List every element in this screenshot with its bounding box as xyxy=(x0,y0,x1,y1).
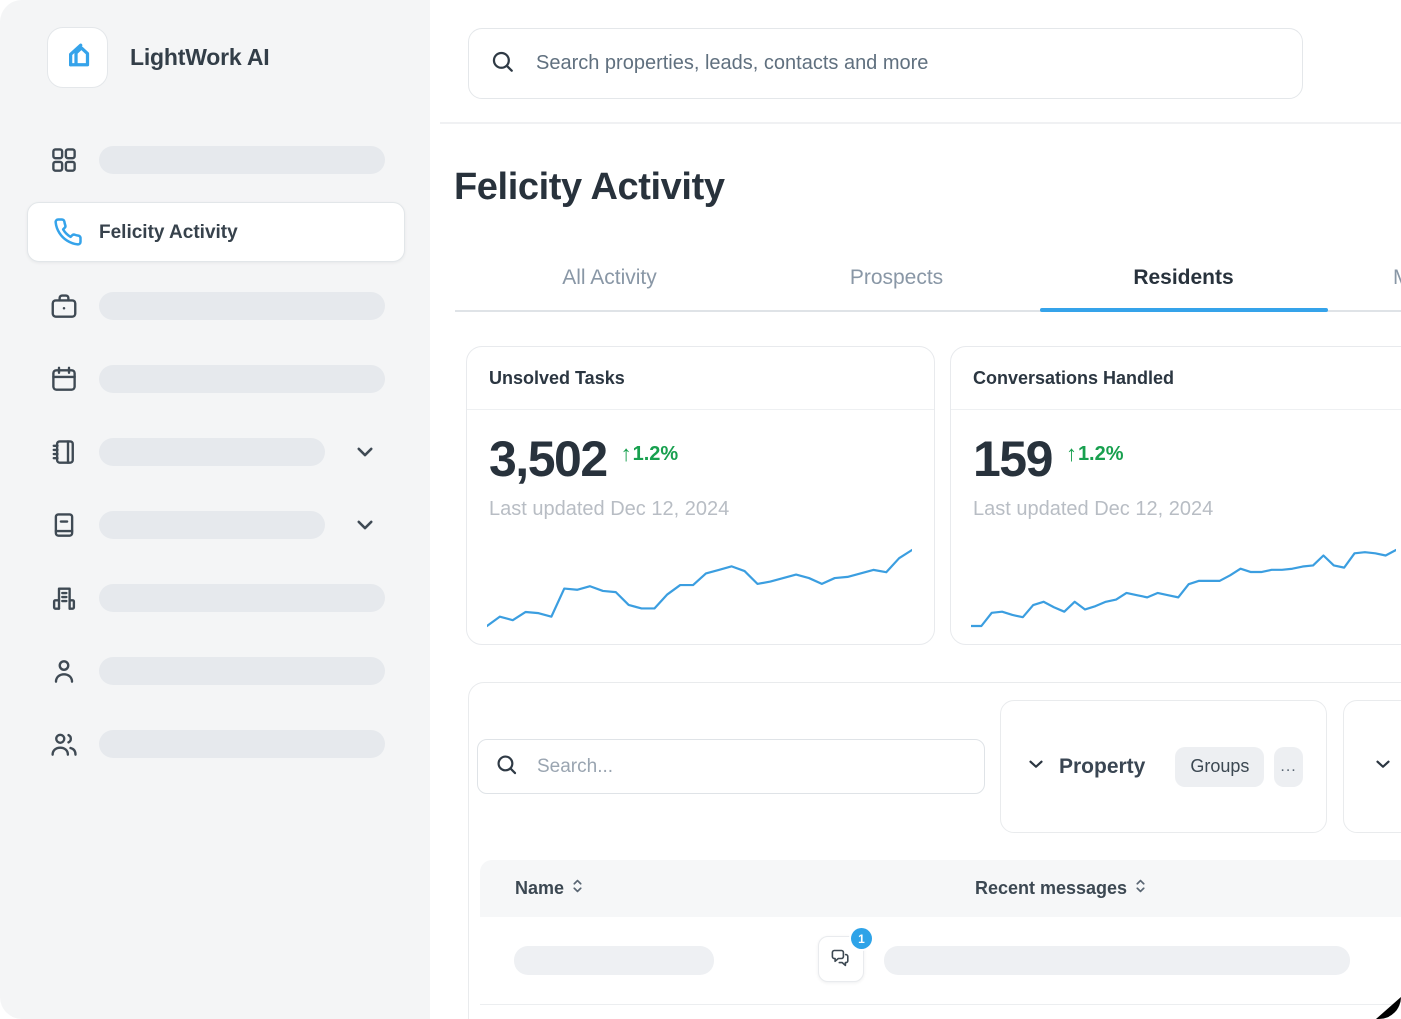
sidebar-item-label: Felicity Activity xyxy=(99,222,238,243)
skeleton-label xyxy=(99,292,385,320)
user-icon xyxy=(49,656,79,686)
property-filter-label: Property xyxy=(1059,754,1146,778)
stat-delta-value: 1.2% xyxy=(632,443,679,465)
active-tab-indicator xyxy=(1040,308,1328,312)
stat-card-conversations-handled: Conversations Handled 159 ↑ 1.2% Last up… xyxy=(950,346,1401,645)
sparkline-chart xyxy=(487,548,912,628)
global-search[interactable] xyxy=(468,28,1303,99)
sort-icon[interactable] xyxy=(1134,878,1147,899)
search-icon xyxy=(494,752,535,782)
stat-value: 159 xyxy=(973,431,1053,487)
home-icon xyxy=(61,38,95,77)
list-search[interactable] xyxy=(477,739,985,794)
up-arrow-icon: ↑ xyxy=(620,441,632,466)
grid-icon xyxy=(49,145,79,175)
building-icon xyxy=(49,583,79,613)
table-row[interactable]: 1 xyxy=(480,917,1401,1005)
skeleton-label xyxy=(99,584,385,612)
stat-card-title: Unsolved Tasks xyxy=(467,347,934,410)
more-options-button[interactable]: ... xyxy=(1274,746,1303,787)
stat-updated-text: Last updated Dec 12, 2024 xyxy=(489,498,730,520)
column-label: Name xyxy=(515,878,565,898)
global-search-input[interactable] xyxy=(534,51,1282,76)
stat-card-body: 3,502 ↑ 1.2% Last updated Dec 12, 2024 xyxy=(467,410,934,521)
sidebar-item-book[interactable] xyxy=(0,510,430,540)
sidebar-item-person[interactable] xyxy=(0,656,430,686)
chevron-down-icon[interactable] xyxy=(350,510,380,540)
column-header-name[interactable]: Name xyxy=(515,860,584,917)
tab-residents[interactable]: Residents xyxy=(1133,266,1234,289)
stat-card-body: 159 ↑ 1.2% Last updated Dec 12, 2024 xyxy=(951,410,1401,521)
stat-card-unsolved-tasks: Unsolved Tasks 3,502 ↑ 1.2% Last updated… xyxy=(466,346,935,645)
chevron-down-icon[interactable] xyxy=(1025,753,1047,780)
sort-icon[interactable] xyxy=(571,878,584,899)
list-search-input[interactable] xyxy=(535,754,968,779)
notebook-icon xyxy=(49,437,79,467)
table-header: Name Recent messages xyxy=(480,860,1401,917)
app-title: LightWork AI xyxy=(130,44,270,70)
sidebar-item-briefcase[interactable] xyxy=(0,291,430,321)
stat-delta-badge: ↑ 1.2% xyxy=(621,443,679,465)
skeleton-label xyxy=(99,657,385,685)
stat-delta-badge: ↑ 1.2% xyxy=(1066,443,1124,465)
sidebar: LightWork AI Felicity Activity xyxy=(0,0,430,1019)
sparkline-chart xyxy=(971,548,1396,628)
sidebar-item-building[interactable] xyxy=(0,583,430,613)
name-skeleton xyxy=(514,946,714,975)
page-title: Felicity Activity xyxy=(454,166,725,208)
property-filter[interactable]: Property Groups ... xyxy=(1000,700,1327,833)
tab-all-activity[interactable]: All Activity xyxy=(562,266,657,289)
column-label: Recent messages xyxy=(974,878,1128,898)
unread-count-badge: 1 xyxy=(851,928,872,949)
chevron-down-icon[interactable] xyxy=(1372,753,1394,780)
stat-value: 3,502 xyxy=(489,431,608,487)
chevron-down-icon[interactable] xyxy=(350,437,380,467)
tab-prospects[interactable]: Prospects xyxy=(849,266,944,289)
skeleton-label xyxy=(99,511,325,539)
sidebar-item-felicity-activity[interactable]: Felicity Activity xyxy=(27,202,405,262)
tabs-divider xyxy=(455,310,1401,312)
sidebar-item-calendar[interactable] xyxy=(0,364,430,394)
mouse-cursor xyxy=(1376,997,1401,1019)
groups-button[interactable]: Groups xyxy=(1175,746,1265,787)
app-logo[interactable] xyxy=(47,27,108,88)
header-divider xyxy=(440,122,1401,124)
skeleton-label xyxy=(99,365,385,393)
phone-icon xyxy=(53,217,83,247)
sidebar-item-dashboard[interactable] xyxy=(0,145,430,175)
sidebar-item-people[interactable] xyxy=(0,729,430,759)
briefcase-icon xyxy=(49,291,79,321)
stat-delta-value: 1.2% xyxy=(1077,443,1124,465)
tab-clipped[interactable]: M xyxy=(1393,258,1401,298)
chat-message-button[interactable]: 1 xyxy=(818,928,872,982)
column-header-recent-messages[interactable]: Recent messages xyxy=(941,860,1181,917)
users-icon xyxy=(49,729,79,759)
chat-bubbles-icon xyxy=(829,945,853,974)
residents-table: Name Recent messages xyxy=(480,860,1401,1005)
stat-card-title: Conversations Handled xyxy=(951,347,1401,410)
secondary-filter[interactable] xyxy=(1343,700,1401,833)
stat-updated-text: Last updated Dec 12, 2024 xyxy=(973,498,1214,520)
message-skeleton xyxy=(884,946,1350,975)
book-icon xyxy=(49,510,79,540)
skeleton-label xyxy=(99,730,385,758)
search-icon xyxy=(489,48,534,80)
skeleton-label xyxy=(99,438,325,466)
skeleton-label xyxy=(99,146,385,174)
up-arrow-icon: ↑ xyxy=(1065,441,1077,466)
calendar-icon xyxy=(49,364,79,394)
sidebar-item-notebook[interactable] xyxy=(0,437,430,467)
